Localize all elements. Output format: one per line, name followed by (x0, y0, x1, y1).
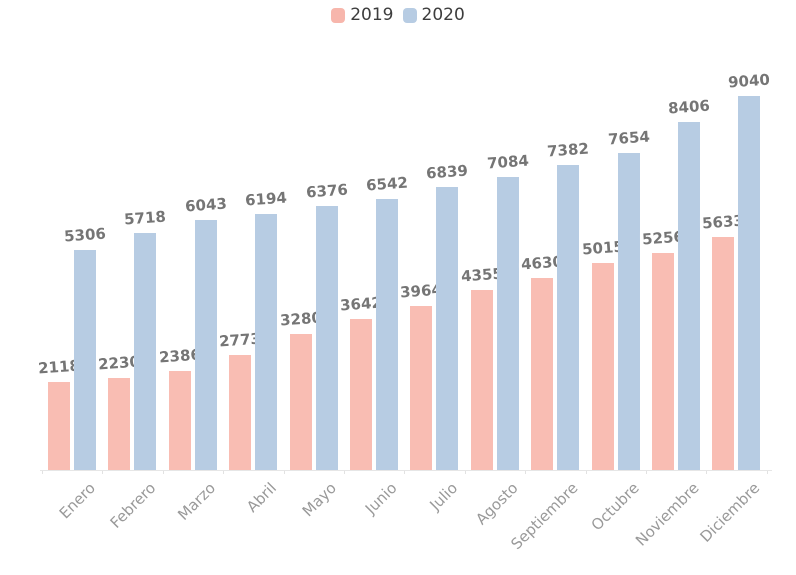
bar-2019-diciembre (712, 237, 735, 470)
value-label-2020-junio: 6542 (365, 173, 409, 195)
x-axis-tick (706, 470, 708, 474)
bar-2019-marzo (168, 371, 191, 470)
x-axis-tick (42, 470, 43, 474)
x-axis-tick (525, 470, 527, 474)
x-tick-label-abril: Abril (242, 479, 280, 516)
x-axis-tick (102, 470, 104, 474)
x-axis-tick (223, 470, 225, 474)
bar-2020-junio (376, 199, 398, 470)
x-axis-tick (162, 470, 164, 474)
value-label-2020-mayo: 6376 (305, 180, 349, 202)
x-axis-tick (344, 470, 345, 474)
legend-swatch-2020-icon (402, 8, 417, 23)
bar-2019-noviembre (652, 253, 674, 470)
bar-2020-octubre (617, 153, 640, 470)
value-label-2020-diciembre: 9040 (727, 70, 771, 92)
bar-2019-agosto (470, 290, 493, 470)
bar-2020-abril (255, 214, 278, 470)
x-axis-tick (404, 470, 406, 474)
bar-2019-julio (410, 306, 433, 470)
value-label-2020-noviembre: 8406 (667, 96, 711, 118)
x-tick-label-febrero: Febrero (106, 479, 160, 532)
x-axis-tick (283, 470, 285, 474)
bar-2019-mayo (289, 334, 312, 470)
x-tick-label-julio: Julio (426, 479, 462, 514)
x-tick-label-junio: Junio (361, 479, 401, 518)
bar-2019-enero (48, 382, 70, 470)
legend-label-2020: 2020 (421, 5, 465, 25)
value-label-2020-abril: 6194 (244, 188, 288, 210)
x-axis-tick (585, 470, 587, 474)
bar-2020-julio (436, 187, 459, 470)
bar-2019-abril (229, 355, 252, 470)
legend-item-2019[interactable]: 2019 (331, 5, 394, 25)
x-tick-label-octubre: Octubre (587, 479, 643, 535)
bar-2019-septiembre (531, 278, 554, 470)
x-tick-label-enero: Enero (55, 479, 99, 523)
value-label-2020-septiembre: 7382 (546, 139, 590, 161)
legend-swatch-2019-icon (331, 8, 346, 23)
value-label-2020-julio: 6839 (425, 161, 469, 183)
bar-2020-noviembre (678, 122, 700, 470)
bar-2019-junio (350, 319, 372, 470)
x-axis-tick (646, 470, 647, 474)
value-label-2020-febrero: 5718 (123, 207, 167, 229)
x-tick-label-marzo: Marzo (174, 479, 220, 524)
x-tick-label-noviembre: Noviembre (632, 479, 703, 550)
bar-2020-septiembre (557, 165, 580, 470)
bar-2020-mayo (315, 206, 338, 470)
bar-2020-diciembre (738, 96, 761, 470)
bar-2019-octubre (591, 263, 614, 470)
bar-2020-febrero (134, 233, 157, 470)
x-tick-label-diciembre: Diciembre (696, 479, 764, 546)
value-label-2020-agosto: 7084 (486, 151, 530, 173)
x-tick-label-agosto: Agosto (472, 479, 522, 529)
chart-legend: 2019 2020 (0, 7, 796, 24)
value-label-2020-marzo: 6043 (184, 194, 228, 216)
x-axis-line (40, 470, 772, 471)
bar-2020-agosto (496, 177, 519, 470)
x-tick-label-mayo: Mayo (299, 479, 341, 521)
value-label-2020-enero: 5306 (63, 224, 107, 246)
x-axis-tick (464, 470, 466, 474)
legend-item-2020[interactable]: 2020 (402, 5, 465, 25)
bar-2019-febrero (108, 378, 131, 470)
value-label-2020-octubre: 7654 (607, 127, 651, 149)
x-axis-tick (766, 470, 768, 474)
bar-2020-marzo (194, 220, 217, 470)
bar-2020-enero (74, 250, 96, 470)
legend-label-2019: 2019 (350, 5, 394, 25)
